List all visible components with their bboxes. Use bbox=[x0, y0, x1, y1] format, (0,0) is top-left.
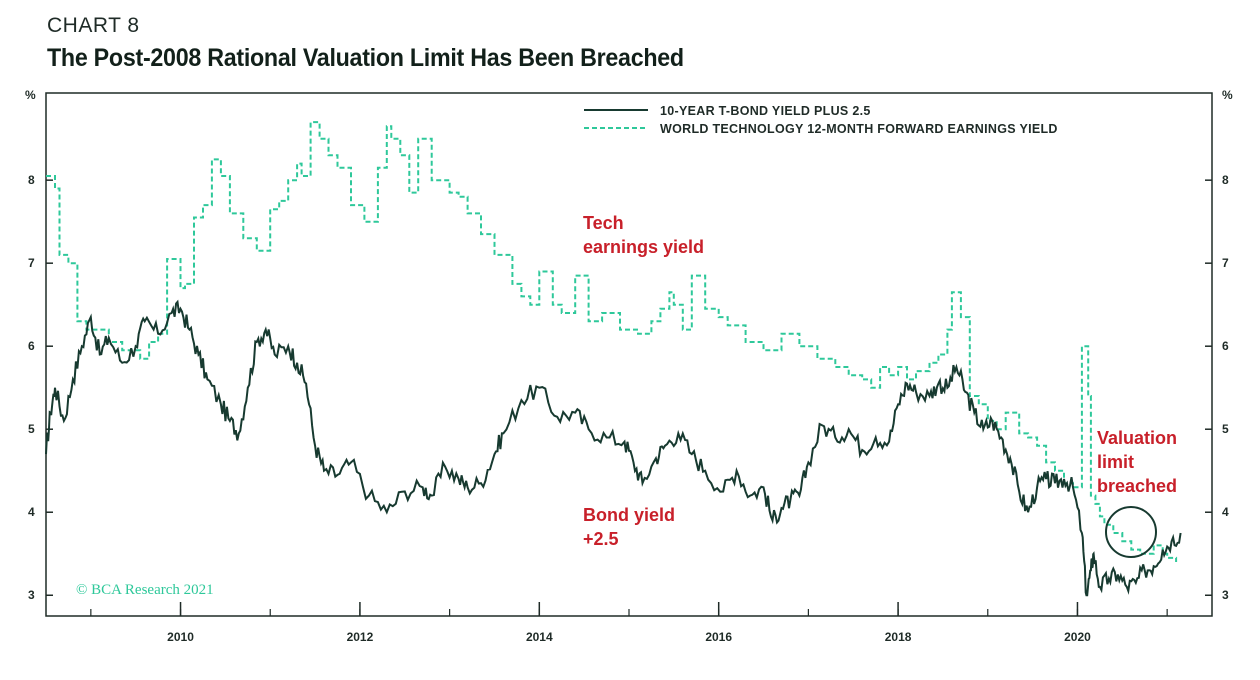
legend-label-tech: WORLD TECHNOLOGY 12-MONTH FORWARD EARNIN… bbox=[660, 122, 1058, 136]
tech-earnings-yield-line bbox=[46, 121, 1178, 562]
chart-number: CHART 8 bbox=[47, 14, 140, 37]
annotation-bond: Bond yield +2.5 bbox=[583, 505, 675, 549]
legend: 10-YEAR T-BOND YIELD PLUS 2.5 WORLD TECH… bbox=[584, 104, 1058, 136]
y-tick-label-left: 6 bbox=[28, 339, 35, 353]
annotation-valuation: Valuation limit breached bbox=[1097, 428, 1177, 496]
x-tick-label: 2012 bbox=[347, 630, 374, 644]
x-axis: 2010 2012 2014 2016 2018 2020 bbox=[90, 602, 1168, 644]
y-axis-unit-left: % bbox=[25, 88, 36, 102]
y-tick-label-right: 5 bbox=[1222, 422, 1229, 436]
x-tick-label: 2010 bbox=[167, 630, 194, 644]
y-tick-label-left: 3 bbox=[28, 588, 35, 602]
legend-label-bond: 10-YEAR T-BOND YIELD PLUS 2.5 bbox=[660, 104, 871, 118]
source-credit: © BCA Research 2021 bbox=[76, 582, 214, 598]
x-tick-label: 2020 bbox=[1064, 630, 1091, 644]
annotation-valuation-line2: limit bbox=[1097, 452, 1134, 472]
annotation-tech: Tech earnings yield bbox=[583, 213, 704, 257]
y-tick-label-left: 8 bbox=[28, 173, 35, 187]
x-tick-label: 2018 bbox=[885, 630, 912, 644]
chart-title: The Post-2008 Rational Valuation Limit H… bbox=[47, 44, 684, 72]
y-axis-unit-right: % bbox=[1222, 88, 1233, 102]
annotation-bond-line2: +2.5 bbox=[583, 529, 619, 549]
y-tick-label-left: 7 bbox=[28, 256, 35, 270]
y-tick-label-left: 4 bbox=[28, 505, 35, 519]
annotation-valuation-line3: breached bbox=[1097, 476, 1177, 496]
y-axis-right: 3 4 5 6 7 8 bbox=[1205, 173, 1229, 602]
annotation-tech-line1: Tech bbox=[583, 213, 624, 233]
y-tick-label-right: 7 bbox=[1222, 256, 1229, 270]
bond-yield-line bbox=[45, 299, 1182, 597]
x-tick-label: 2016 bbox=[705, 630, 732, 644]
y-tick-label-left: 5 bbox=[28, 422, 35, 436]
y-tick-label-right: 3 bbox=[1222, 588, 1229, 602]
annotation-tech-line2: earnings yield bbox=[583, 237, 704, 257]
y-tick-label-right: 4 bbox=[1222, 505, 1229, 519]
y-axis-left: 3 4 5 6 7 8 bbox=[28, 173, 53, 602]
annotation-valuation-line1: Valuation bbox=[1097, 428, 1177, 448]
x-tick-label: 2014 bbox=[526, 630, 553, 644]
annotation-bond-line1: Bond yield bbox=[583, 505, 675, 525]
y-tick-label-right: 8 bbox=[1222, 173, 1229, 187]
y-tick-label-right: 6 bbox=[1222, 339, 1229, 353]
breach-highlight-circle bbox=[1105, 506, 1157, 558]
